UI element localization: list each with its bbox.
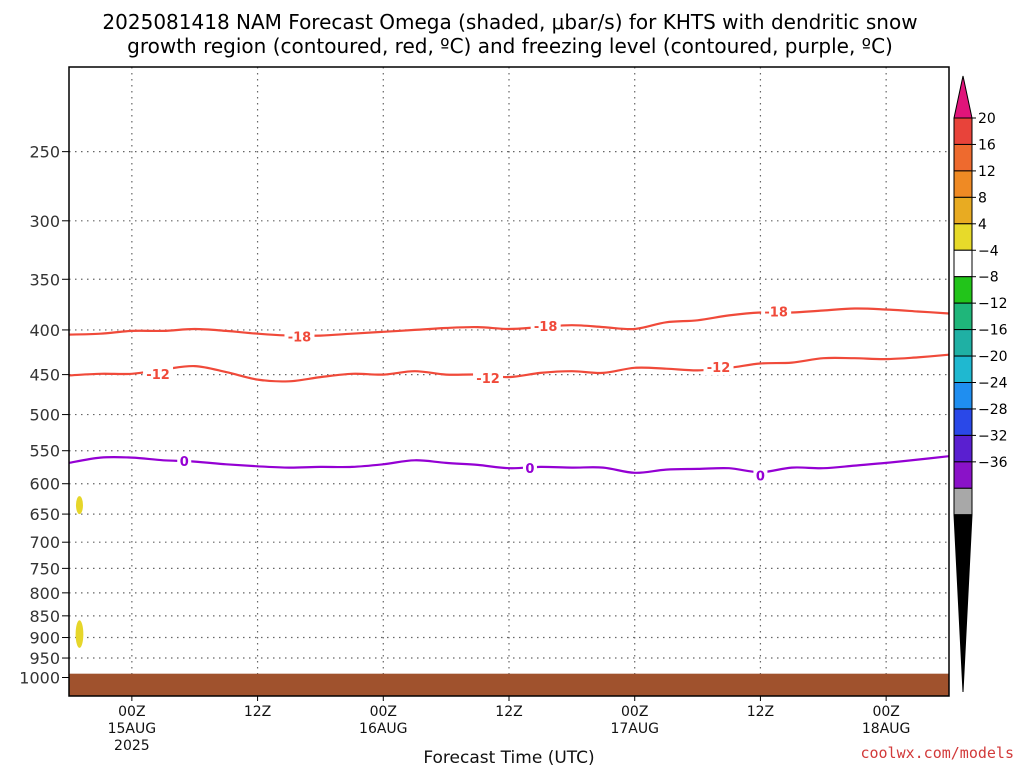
x-tick-label: 18AUG xyxy=(862,721,911,737)
horizontal-gridlines xyxy=(69,151,949,679)
x-tick-label: 00Z xyxy=(621,704,648,720)
colorbar-bin xyxy=(953,408,973,436)
contour-label: -12 xyxy=(707,361,731,376)
contour-line xyxy=(68,455,950,474)
colorbar-label: 12 xyxy=(978,164,996,180)
colorbar-bin xyxy=(953,249,973,278)
y-tick-label: 500 xyxy=(29,406,60,425)
colorbar-bin xyxy=(953,434,973,463)
colorbar-label: −32 xyxy=(978,428,1008,444)
colorbar-bin xyxy=(953,117,973,145)
plot-background xyxy=(69,67,949,696)
contour-label-background xyxy=(530,318,561,335)
contour-label-background xyxy=(761,303,792,320)
chart-title-line-2: growth region (contoured, red, ºC) and f… xyxy=(127,34,893,58)
colorbar-label: −8 xyxy=(978,270,999,286)
x-tick-label: 17AUG xyxy=(610,721,659,737)
contour-label-background xyxy=(753,467,768,484)
y-tick-label: 550 xyxy=(29,442,60,461)
contour-label: 0 xyxy=(180,455,189,470)
x-tick-label: 00Z xyxy=(872,704,899,720)
contour-line xyxy=(68,353,950,383)
contour-label: 0 xyxy=(525,462,534,477)
colorbar-label: 8 xyxy=(978,190,987,206)
x-tick-label: 12Z xyxy=(495,704,522,720)
contour-label-background xyxy=(143,365,174,382)
colorbar-label: 20 xyxy=(978,111,996,127)
y-tick-label: 300 xyxy=(29,212,60,231)
omega-shading xyxy=(75,496,84,648)
contour-label: -12 xyxy=(476,372,500,387)
colorbar-bin xyxy=(953,461,973,489)
y-tick-label: 350 xyxy=(29,270,60,289)
x-tick-label: 2025 xyxy=(114,738,150,754)
contour-label-background xyxy=(284,328,315,345)
omega-shaded-region xyxy=(75,620,84,648)
y-tick-label: 800 xyxy=(29,584,60,603)
y-tick-label: 700 xyxy=(29,533,60,552)
y-tick-label: 950 xyxy=(29,649,60,668)
colorbar-bin xyxy=(953,355,973,383)
x-tick-label: 15AUG xyxy=(108,721,157,737)
contour-lines: -18 -18 -18 -12 -12 -12 0 0 0 xyxy=(68,303,950,484)
contour-label: -18 xyxy=(288,331,312,346)
colorbar-bin xyxy=(953,487,973,516)
source-credit: coolwx.com/models xyxy=(860,744,1014,762)
colorbar-label: 16 xyxy=(978,137,996,153)
colorbar-label: −12 xyxy=(978,296,1008,312)
contour-line xyxy=(68,307,950,337)
contour-label: -18 xyxy=(764,305,788,320)
x-tick-label: 12Z xyxy=(747,704,774,720)
contour-label: -18 xyxy=(534,320,558,335)
chart-title-line-1: 2025081418 NAM Forecast Omega (shaded, μ… xyxy=(102,10,917,34)
x-tick-label: 00Z xyxy=(370,704,397,720)
y-axis-ticks: 250 300 350 400 450 500 550 600 650 700 750 800 850 9… xyxy=(19,143,69,687)
contour-label: 0 xyxy=(756,469,765,484)
x-tick-label: 16AUG xyxy=(359,721,408,737)
y-tick-label: 650 xyxy=(29,505,60,524)
omega-shaded-region xyxy=(75,496,83,515)
x-axis-label: Forecast Time (UTC) xyxy=(423,748,594,768)
colorbar-bin xyxy=(953,223,973,251)
y-tick-label: 850 xyxy=(29,607,60,626)
colorbar-label: −24 xyxy=(978,376,1008,392)
colorbar-bin xyxy=(953,276,973,304)
y-tick-label: 750 xyxy=(29,559,60,578)
colorbar-label: −28 xyxy=(978,402,1008,418)
x-tick-label: 00Z xyxy=(118,704,145,720)
colorbar-bin xyxy=(953,196,973,225)
plot-area: -18 -18 -18 -12 -12 -12 0 0 0 xyxy=(68,66,950,697)
y-tick-label: 1000 xyxy=(19,668,60,687)
y-tick-label: 250 xyxy=(29,143,60,162)
colorbar-bin xyxy=(953,143,973,172)
y-tick-label: 600 xyxy=(29,475,60,494)
colorbar-top-arrow xyxy=(953,75,973,119)
contour-label-background xyxy=(473,369,504,386)
colorbar-bottom-arrow xyxy=(953,514,973,693)
y-tick-label: 450 xyxy=(29,366,60,385)
x-tick-label: 12Z xyxy=(244,704,271,720)
colorbar-label: −36 xyxy=(978,455,1008,471)
below-ground xyxy=(69,673,949,696)
contour-label: -12 xyxy=(146,368,170,383)
contour-label-background xyxy=(522,460,537,477)
colorbar-label: 4 xyxy=(978,217,987,233)
colorbar-label: −20 xyxy=(978,349,1008,365)
colorbar: 20 16 12 8 4 −4 −8 −12 −16 −20 −24 −28 −32 −36 xyxy=(953,75,1008,693)
contour-label-background xyxy=(177,452,192,469)
colorbar-bin xyxy=(953,329,973,357)
y-tick-label: 900 xyxy=(29,629,60,648)
colorbar-label: −16 xyxy=(978,323,1008,339)
below-ground-region xyxy=(69,673,949,696)
contour-label-background xyxy=(703,358,734,375)
colorbar-bin xyxy=(953,170,973,198)
y-tick-label: 400 xyxy=(29,321,60,340)
colorbar-label: −4 xyxy=(978,243,999,259)
colorbar-bin xyxy=(953,382,973,410)
colorbar-bin xyxy=(953,302,973,331)
